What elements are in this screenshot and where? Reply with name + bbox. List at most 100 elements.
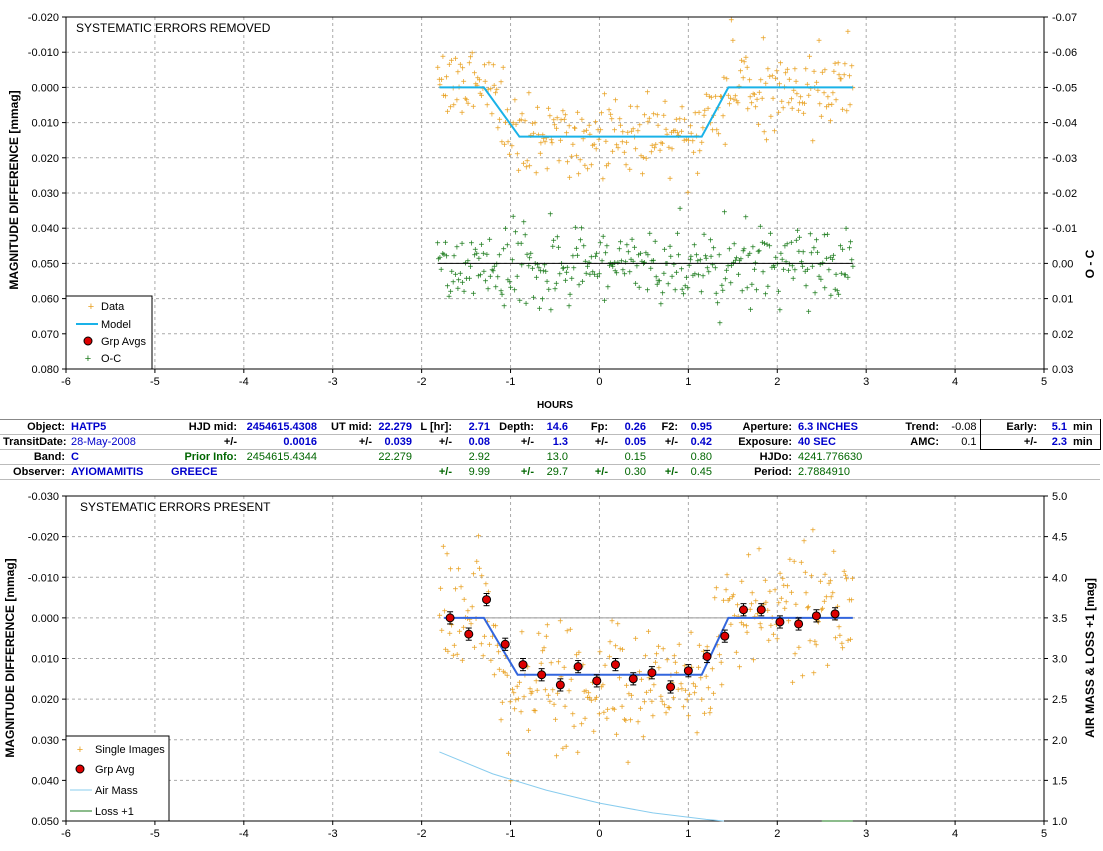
single-image-point: + xyxy=(703,672,709,683)
data-point: + xyxy=(728,94,734,105)
single-image-point: + xyxy=(575,748,581,759)
single-image-point: + xyxy=(482,632,488,643)
data-point: + xyxy=(747,75,753,86)
data-point: + xyxy=(806,91,812,102)
y-tick-label: -0.010 xyxy=(28,47,59,59)
x-tick-label: 4 xyxy=(952,828,958,840)
single-image-point: + xyxy=(447,629,453,640)
data-point: + xyxy=(836,70,842,81)
data-point: + xyxy=(522,117,528,128)
prior-l-error: 9.99 xyxy=(468,466,490,478)
single-image-point: + xyxy=(684,696,690,707)
data-point: + xyxy=(714,125,720,136)
bottom-chart: SYSTEMATIC ERRORS PRESENT ++++++++++++++… xyxy=(3,491,1097,840)
oc-point: + xyxy=(453,270,459,281)
band-label: Band: xyxy=(33,451,65,463)
group-average-point xyxy=(518,658,528,672)
single-image-point: + xyxy=(510,685,516,696)
data-point: + xyxy=(796,106,802,117)
observer-label: Observer: xyxy=(13,466,65,478)
single-image-point: + xyxy=(719,681,725,692)
single-image-point: + xyxy=(557,616,563,627)
oc-point: + xyxy=(836,290,842,301)
oc-point: + xyxy=(472,251,478,262)
data-point: + xyxy=(532,118,538,129)
oc-point: + xyxy=(609,260,615,271)
oc-point: + xyxy=(821,230,827,241)
single-image-point: + xyxy=(633,634,639,645)
data-point: + xyxy=(797,98,803,109)
single-image-point: + xyxy=(471,643,477,654)
single-image-point: + xyxy=(699,695,705,706)
data-point: + xyxy=(718,92,724,103)
pm-prior-3: +/- xyxy=(594,466,608,478)
oc-point: + xyxy=(509,255,515,266)
single-image-point: + xyxy=(802,568,808,579)
single-image-point: + xyxy=(787,555,793,566)
data-point: + xyxy=(567,173,573,184)
data-point: + xyxy=(435,63,441,74)
data-point: + xyxy=(588,160,594,171)
data-point: + xyxy=(637,120,643,131)
group-average-point xyxy=(610,658,620,672)
x-tick-label: 2 xyxy=(774,376,780,388)
data-point: + xyxy=(679,102,685,113)
data-point: + xyxy=(779,97,785,108)
oc-point: + xyxy=(749,280,755,291)
single-image-point: + xyxy=(820,604,826,615)
data-point: + xyxy=(490,61,496,72)
data-point: + xyxy=(617,114,623,125)
single-image-point: + xyxy=(663,708,669,719)
single-image-point: + xyxy=(818,577,824,588)
oc-point: + xyxy=(505,276,511,287)
oc-point: + xyxy=(607,258,613,269)
single-image-point: + xyxy=(682,661,688,672)
oc-point: + xyxy=(536,264,542,275)
single-image-point: + xyxy=(621,715,627,726)
data-point: + xyxy=(756,88,762,99)
oc-point: + xyxy=(671,260,677,271)
data-point: + xyxy=(554,113,560,124)
data-point: + xyxy=(485,85,491,96)
oc-point: + xyxy=(487,235,493,246)
data-point: + xyxy=(831,67,837,78)
single-image-point: + xyxy=(751,656,757,667)
oc-point: + xyxy=(643,249,649,260)
single-image-point: + xyxy=(813,640,819,651)
single-image-point: + xyxy=(645,627,651,638)
x-tick-label: 0 xyxy=(596,376,602,388)
single-image-point: + xyxy=(525,662,531,673)
single-image-point: + xyxy=(596,709,602,720)
single-image-point: + xyxy=(666,704,672,715)
single-image-point: + xyxy=(638,704,644,715)
bottom-single-image-points: ++++++++++++++++++++++++++++++++++++++++… xyxy=(437,525,856,787)
data-point: + xyxy=(602,89,608,100)
single-image-point: + xyxy=(521,693,527,704)
oc-point: + xyxy=(767,242,773,253)
single-image-point: + xyxy=(507,698,513,709)
single-image-point: + xyxy=(723,585,729,596)
data-point: + xyxy=(462,94,468,105)
single-image-point: + xyxy=(656,664,662,675)
oc-point: + xyxy=(686,261,692,272)
data-point: + xyxy=(621,148,627,159)
single-image-point: + xyxy=(489,632,495,643)
oc-point: + xyxy=(607,261,613,272)
oc-point: + xyxy=(472,245,478,256)
y-tick-label: 0.010 xyxy=(31,118,59,130)
oc-point: + xyxy=(523,299,529,310)
oc-point: + xyxy=(664,259,670,270)
single-image-point: + xyxy=(648,686,654,697)
single-image-point: + xyxy=(739,577,745,588)
single-image-point: + xyxy=(605,705,611,716)
bottom-chart-gridlines xyxy=(66,496,1044,821)
single-image-point: + xyxy=(620,645,626,656)
single-image-point: + xyxy=(721,596,727,607)
oc-point: + xyxy=(744,284,750,295)
single-image-point: + xyxy=(499,698,505,709)
data-point: + xyxy=(531,129,537,140)
single-image-point: + xyxy=(531,706,537,717)
data-point: + xyxy=(473,79,479,90)
single-image-point: + xyxy=(843,575,849,586)
oc-point: + xyxy=(526,262,532,273)
